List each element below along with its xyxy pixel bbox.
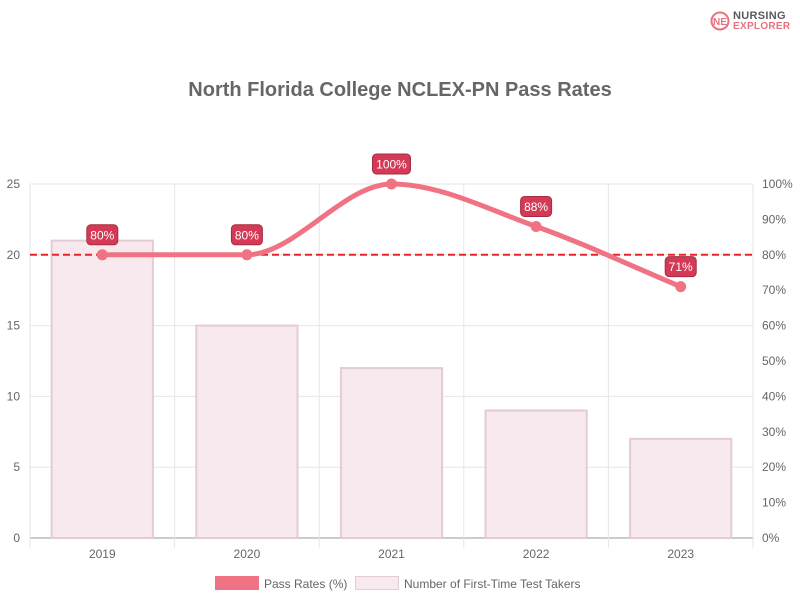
left-axis-tick-label: 10: [7, 389, 21, 403]
data-label: 88%: [524, 200, 548, 214]
right-axis-tick-label: 80%: [762, 248, 786, 262]
right-axis-tick-label: 70%: [762, 283, 786, 297]
svg-text:NE: NE: [713, 17, 727, 28]
legend-swatch-test-takers: [355, 576, 399, 590]
data-label-box: [520, 195, 553, 217]
left-axis-tick-label: 0: [13, 531, 20, 545]
x-axis-tick-label: 2023: [667, 547, 694, 561]
legend-label-test-takers: Number of First-Time Test Takers: [404, 577, 581, 591]
right-axis-tick-label: 30%: [762, 425, 786, 439]
data-label: 80%: [235, 228, 259, 242]
x-axis-tick-label: 2022: [523, 547, 550, 561]
pass-rate-line: [99, 181, 684, 290]
x-axis-tick-label: 2020: [234, 547, 261, 561]
data-label: 100%: [376, 158, 407, 172]
right-axis-tick-label: 60%: [762, 319, 786, 333]
x-axis-tick-label: 2019: [89, 547, 116, 561]
left-axis-tick-label: 15: [7, 319, 21, 333]
data-label-box: [372, 153, 411, 175]
nursing-explorer-logo: NE NURSING EXPLORER: [710, 9, 794, 35]
pass-rate-point: [96, 249, 108, 261]
pass-rate-point: [386, 178, 397, 190]
right-axis-tick-label: 40%: [762, 389, 786, 403]
pass-rate-point: [530, 220, 542, 232]
bar-test-takers: [50, 239, 154, 539]
bar-test-takers: [629, 437, 733, 540]
right-axis-tick-label: 0%: [762, 531, 780, 545]
pass-rate-point: [241, 249, 253, 261]
pass-rate-point: [675, 281, 687, 293]
left-axis-tick-label: 5: [13, 460, 20, 474]
data-label: 80%: [90, 228, 114, 242]
chart-title: North Florida College NCLEX-PN Pass Rate…: [188, 79, 612, 101]
right-axis-tick-label: 100%: [762, 177, 793, 191]
right-axis-tick-label: 10%: [762, 496, 786, 510]
right-axis-tick-label: 20%: [762, 460, 786, 474]
nursing-explorer-logo-icon: NE: [710, 11, 730, 31]
logo-text-explorer: EXPLORER: [733, 21, 791, 32]
data-label-box: [230, 224, 263, 246]
bar-test-takers: [339, 367, 444, 539]
bar-test-takers: [484, 409, 588, 539]
bar-test-takers: [195, 324, 299, 539]
data-label-box: [664, 256, 697, 278]
x-axis-tick-label: 2021: [378, 547, 405, 561]
left-axis-tick-label: 25: [7, 177, 21, 191]
left-axis-tick-label: 20: [7, 248, 21, 262]
data-label-box: [86, 224, 119, 246]
chart-legend: Pass Rates (%) Number of First-Time Test…: [0, 575, 800, 595]
right-axis-tick-label: 50%: [762, 354, 786, 368]
legend-label-pass-rates: Pass Rates (%): [264, 577, 348, 591]
data-label: 71%: [669, 260, 693, 274]
logo-text-nursing: NURSING: [733, 10, 786, 22]
right-axis-tick-label: 90%: [762, 212, 786, 226]
legend-swatch-pass-rates: [215, 576, 259, 590]
